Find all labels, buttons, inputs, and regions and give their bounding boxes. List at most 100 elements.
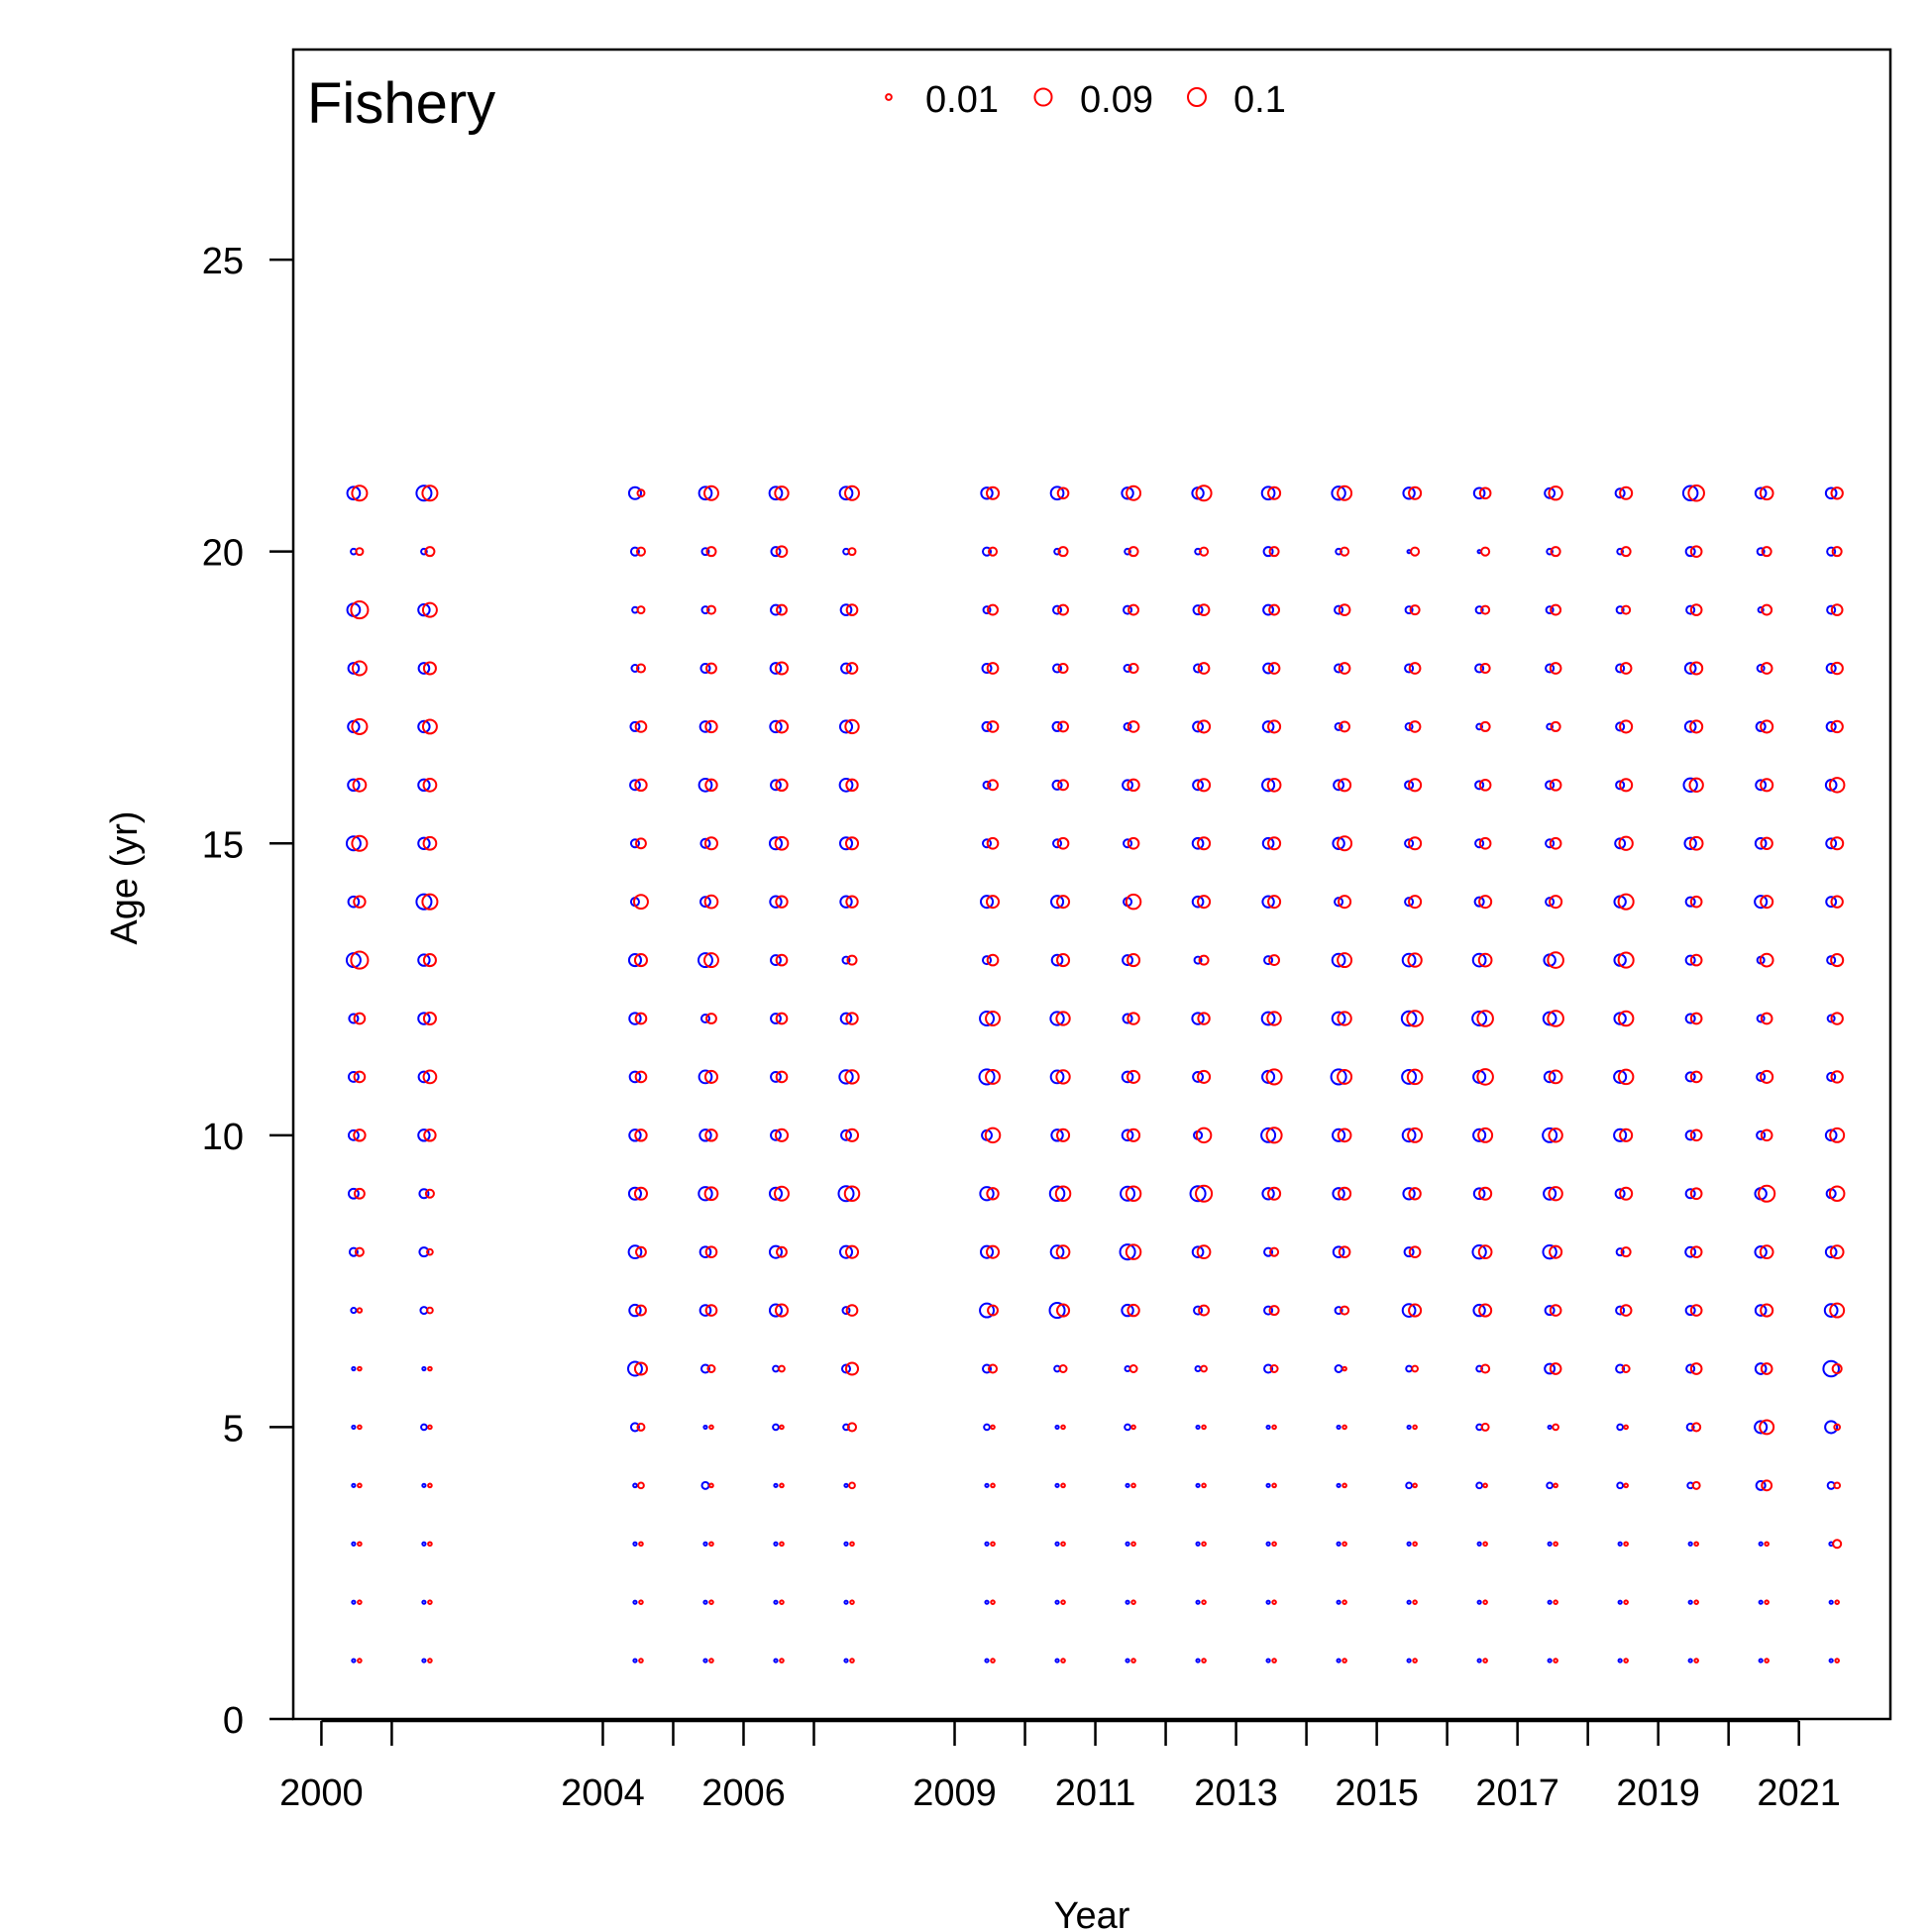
bubble-second	[1060, 1424, 1066, 1431]
bubble-first	[1051, 779, 1063, 791]
bubble-first	[698, 777, 713, 793]
bubble-first	[1195, 1599, 1201, 1605]
bubble-first	[347, 895, 361, 909]
bubble-first	[1406, 1658, 1412, 1664]
bubble-second	[422, 1069, 438, 1085]
bubble-second	[708, 1541, 714, 1548]
bubble-second	[845, 603, 859, 616]
bubble-first	[1475, 722, 1483, 731]
bubble-first	[1684, 1188, 1696, 1200]
bubble-first	[1189, 1185, 1207, 1203]
bubble-second	[638, 1658, 644, 1664]
x-tick-label: 2009	[912, 1772, 997, 1814]
bubble-first	[347, 1187, 360, 1200]
bubble-second	[1617, 951, 1635, 969]
bubble-first	[1403, 1246, 1415, 1258]
bubble-first	[1262, 662, 1275, 675]
bubble-first	[1617, 1541, 1623, 1547]
bubble-first	[1050, 953, 1064, 967]
bubble-second	[1130, 1541, 1136, 1548]
bubble-first	[1402, 1187, 1416, 1201]
bubble-second	[1761, 1479, 1773, 1492]
bubble-second	[1764, 1541, 1770, 1548]
bubble-first	[1406, 1424, 1412, 1431]
bubble-first	[629, 720, 641, 732]
bubble-second	[1056, 953, 1071, 968]
bubble-first	[1125, 1541, 1130, 1547]
bubble-second	[1337, 484, 1353, 501]
bubble-first	[702, 1424, 708, 1431]
bubble-second	[1760, 1069, 1774, 1084]
bubble-first	[417, 662, 431, 675]
bubble-first	[417, 953, 431, 967]
bubble-first	[1124, 1423, 1131, 1432]
bubble-second	[844, 1361, 860, 1376]
bubble-first	[768, 1186, 784, 1201]
bubble-second	[844, 836, 860, 851]
bubble-first	[1401, 1127, 1417, 1143]
bubble-first	[1125, 1482, 1130, 1488]
y-axis-title: Age (yr)	[104, 810, 146, 944]
bubble-first	[1684, 1013, 1696, 1024]
bubble-first	[769, 719, 783, 734]
bubble-first	[1542, 1127, 1558, 1143]
bubble-second	[845, 662, 859, 675]
bubble-second	[1620, 1246, 1632, 1258]
bubble-second	[1340, 546, 1350, 557]
bubble-first	[1547, 1424, 1553, 1431]
bubble-second	[351, 834, 369, 852]
bubble-first	[979, 895, 995, 910]
bubble-second	[1340, 1305, 1350, 1316]
bubble-second	[775, 953, 789, 967]
bubble-second	[1477, 1244, 1493, 1260]
bubble-second	[1269, 1364, 1279, 1373]
bubble-second	[1056, 895, 1071, 910]
bubble-second	[703, 1069, 719, 1084]
bubble-first	[1476, 1658, 1482, 1664]
bubble-first	[1261, 1187, 1275, 1201]
bubble-second	[1412, 1541, 1418, 1548]
bubble-first	[1615, 1305, 1626, 1316]
bubble-first	[417, 1012, 431, 1025]
bubble-first	[1332, 1187, 1345, 1201]
bubble-first	[1404, 605, 1414, 615]
bubble-first	[984, 1599, 990, 1605]
bubble-second	[1196, 1244, 1212, 1260]
bubble-first	[1332, 836, 1345, 850]
y-axis: 0 5 10 15 20 25	[202, 241, 293, 1742]
bubble-first	[1617, 1658, 1623, 1664]
bubble-first	[1755, 779, 1768, 792]
bubble-second	[774, 661, 790, 676]
bubble-first	[1754, 1304, 1768, 1317]
bubble-second	[1127, 1069, 1141, 1084]
bubble-second	[1688, 777, 1704, 794]
bubble-first	[1406, 1599, 1412, 1605]
bubble-first	[1054, 1599, 1060, 1605]
bubble-second	[353, 895, 367, 909]
bubble-first	[1754, 486, 1768, 500]
bubble-second	[1408, 1187, 1422, 1201]
bubble-layer	[345, 483, 1846, 1664]
bubble-second	[849, 1658, 855, 1664]
bubble-second	[1411, 1364, 1419, 1373]
bubble-second	[1620, 546, 1632, 558]
bubble-second	[1829, 1302, 1846, 1319]
bubble-second	[634, 1012, 648, 1025]
bubble-second	[1337, 1127, 1352, 1143]
bubble-second	[1408, 1245, 1422, 1258]
bubble-second	[703, 484, 719, 501]
bubble-second	[1549, 895, 1563, 910]
bubble-second	[1342, 1658, 1347, 1664]
bubble-second	[1760, 719, 1774, 734]
bubble-first	[1334, 1306, 1343, 1316]
bubble-second	[1549, 779, 1562, 792]
bubble-second	[1764, 1599, 1770, 1605]
legend-label: 0.1	[1234, 79, 1286, 121]
bubble-first	[1054, 1424, 1060, 1431]
bubble-second	[1408, 1303, 1423, 1318]
bubble-first	[417, 1070, 431, 1084]
bubble-second	[705, 546, 717, 558]
bubble-second	[353, 1012, 367, 1025]
bubble-first	[1048, 1302, 1066, 1320]
bubble-first	[1823, 1303, 1839, 1318]
